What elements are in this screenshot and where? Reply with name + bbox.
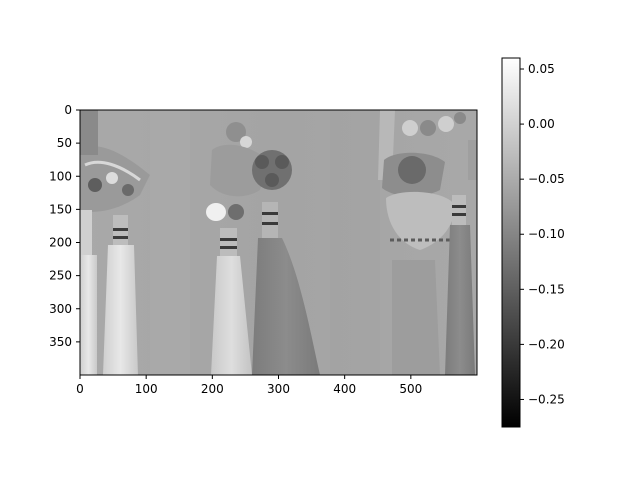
y-tick-label: 250 xyxy=(49,269,72,283)
colorbar xyxy=(501,57,521,428)
x-tick-label: 300 xyxy=(267,382,290,396)
colorbar-tick-label: 0.05 xyxy=(528,62,555,76)
x-tick-label: 500 xyxy=(399,382,422,396)
y-tick-label: 0 xyxy=(64,103,72,117)
y-tick-label: 200 xyxy=(49,236,72,250)
y-tick-label: 150 xyxy=(49,202,72,216)
y-tick-label: 350 xyxy=(49,335,72,349)
x-tick-label: 200 xyxy=(201,382,224,396)
colorbar-axis: 0.05 0.00 −0.05 −0.10 −0.15 −0.20 −0.25 xyxy=(520,62,565,406)
x-tick-label: 100 xyxy=(135,382,158,396)
y-tick-label: 300 xyxy=(49,302,72,316)
colorbar-tick-label: −0.25 xyxy=(528,392,565,406)
heatmap-image xyxy=(80,110,477,375)
y-axis: 0 50 100 150 200 250 300 350 xyxy=(49,103,80,349)
x-tick-label: 0 xyxy=(76,382,84,396)
colorbar-tick-label: −0.20 xyxy=(528,337,565,351)
colorbar-tick-label: 0.00 xyxy=(528,117,555,131)
tassel-middle xyxy=(206,122,320,375)
x-axis: 0 100 200 300 400 500 xyxy=(76,375,422,396)
colorbar-tick-label: −0.10 xyxy=(528,227,565,241)
colorbar-tick-label: −0.05 xyxy=(528,172,565,186)
tassel-right xyxy=(378,110,477,375)
y-tick-label: 50 xyxy=(57,136,72,150)
y-tick-label: 100 xyxy=(49,169,72,183)
colorbar-tick-label: −0.15 xyxy=(528,282,565,296)
x-tick-label: 400 xyxy=(333,382,356,396)
tassel-left xyxy=(80,110,150,375)
